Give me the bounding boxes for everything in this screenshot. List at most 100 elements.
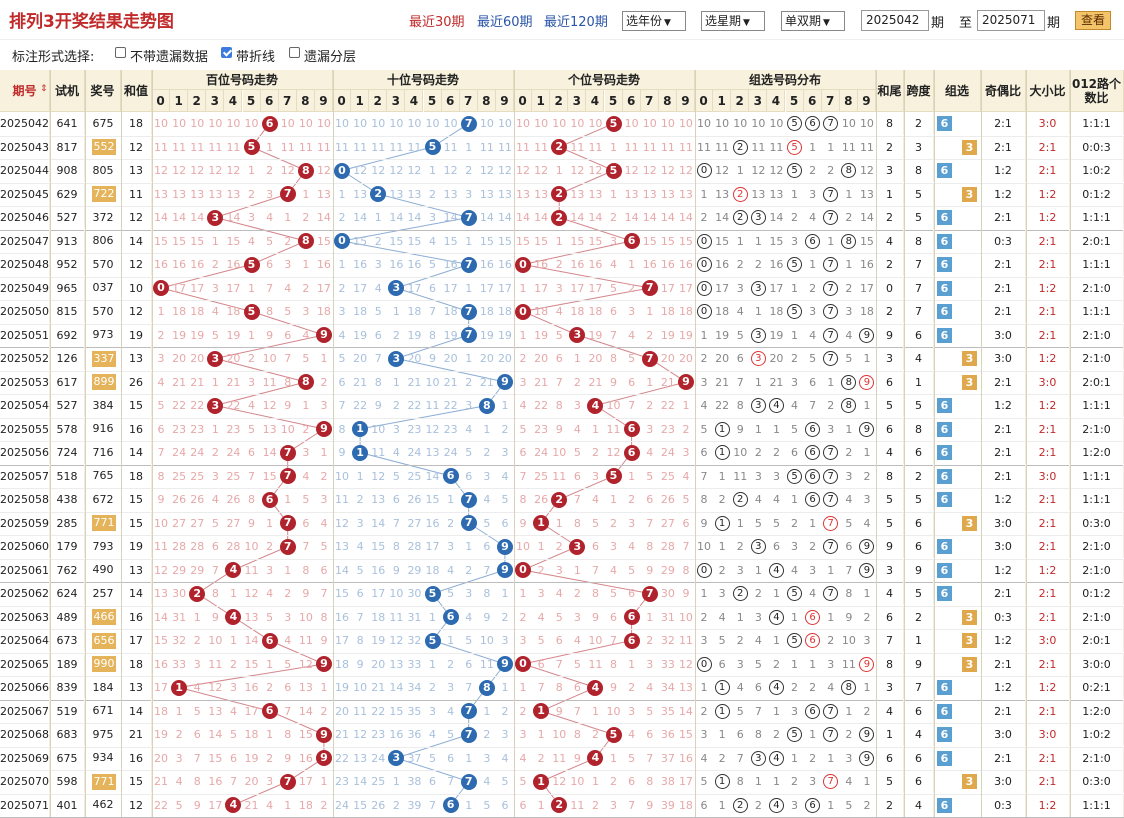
sum-cell: 12 [121, 300, 152, 323]
row-divider [0, 323, 1124, 325]
top-bar: 排列3开奖结果走势图 最近30期 最近60期 最近120期 选年份 ▼ 选星期 ▼ … [0, 0, 1124, 40]
big-small-cell: 3:0 [1026, 723, 1070, 746]
quick-link-60[interactable]: 最近60期 [477, 15, 533, 30]
sum-cell: 12 [121, 206, 152, 229]
quick-link-120[interactable]: 最近120期 [544, 15, 608, 30]
digit-ball-9: 9 [496, 374, 513, 390]
odd-even-cell: 2:1 [981, 276, 1026, 300]
span-cell: 9 [904, 558, 934, 582]
trend-table: 期号 试机 奖号 和值 百位号码走势 0 1 2 3 4 5 6 7 8 9 十位号码走势 0 1 2 3 4 5 6 7 8 9… [0, 70, 1124, 818]
col-header-issue[interactable]: 期号 [0, 70, 50, 112]
missing-count: 1 [754, 305, 762, 318]
digit-ball-7: 7 [460, 491, 477, 508]
missing-count: 13 [624, 187, 639, 201]
issue-cell: 2025067 [0, 699, 50, 723]
missing-count: 1 [809, 657, 817, 671]
query-button[interactable]: 查看 [1075, 11, 1111, 30]
missing-count: 7 [519, 469, 527, 483]
missing-count: 2 [284, 234, 292, 248]
span-cell: 5 [904, 394, 934, 417]
trial-cell: 598 [50, 770, 85, 793]
award-cell: 771 [92, 773, 116, 790]
award-cell: 672 [92, 492, 114, 506]
checkbox-missing-layer[interactable] [289, 47, 300, 58]
missing-count: 4 [429, 728, 437, 741]
big-small-cell: 2:1 [1026, 488, 1070, 511]
route-012-cell: 1:2:0 [1070, 441, 1124, 464]
missing-count: 15 [443, 234, 458, 248]
digit-header: 6 [622, 90, 641, 112]
checkbox-no-missing[interactable] [115, 47, 126, 58]
group-digit-6: 6 [805, 609, 821, 625]
missing-count: 1 [302, 187, 310, 201]
missing-count: 18 [407, 305, 422, 318]
missing-count: 20 [497, 352, 512, 365]
group-digit-8: 8 [841, 374, 857, 390]
missing-count: 12 [244, 587, 259, 600]
missing-count: 3 [284, 258, 292, 271]
missing-count: 3 [809, 775, 817, 788]
trial-cell: 518 [50, 464, 85, 488]
trial-cell: 683 [50, 723, 85, 746]
missing-count: 13 [642, 187, 657, 201]
missing-count: 4 [845, 775, 853, 788]
checkbox-polyline[interactable] [221, 47, 232, 58]
odd-even-cell: 3:0 [981, 511, 1026, 535]
digit-ball-9: 9 [677, 374, 694, 390]
missing-count: 12 [208, 681, 223, 694]
missing-count: 2 [266, 681, 274, 694]
col-header-group-type: 组选 [934, 70, 981, 112]
missing-count: 11 [208, 657, 223, 671]
missing-count: 17 [371, 587, 386, 600]
missing-count: 1 [537, 540, 545, 553]
big-small-cell: 2:1 [1026, 135, 1070, 159]
missing-count: 5 [628, 751, 636, 765]
missing-count: 4 [754, 493, 762, 506]
missing-count: 4 [772, 493, 780, 506]
missing-count: 35 [407, 704, 422, 718]
from-issue-input[interactable]: 2025042 [861, 10, 929, 31]
missing-count: 4 [302, 328, 310, 342]
quick-link-30[interactable]: 最近30期 [409, 15, 465, 30]
span-cell: 2 [904, 112, 934, 135]
missing-count: 29 [190, 563, 205, 577]
digit-header: 5 [785, 90, 804, 112]
odd-even-cell: 3:0 [981, 347, 1026, 370]
missing-count: 1 [284, 798, 292, 812]
group-digit-1: 1 [714, 421, 730, 437]
group-digit-8: 8 [841, 680, 857, 695]
to-issue-input[interactable]: 2025071 [977, 10, 1045, 31]
missing-count: 14 [298, 704, 313, 718]
group-digit-5: 5 [787, 116, 802, 131]
missing-count: 2 [302, 281, 310, 295]
missing-count: 1 [827, 234, 835, 248]
missing-count: 13 [660, 187, 675, 201]
row-divider [0, 159, 1124, 160]
group-digit-9: 9 [859, 656, 875, 672]
missing-count: 7 [320, 587, 328, 600]
week-select[interactable]: 选星期 ▼ [701, 11, 765, 31]
big-small-cell: 2:1 [1026, 323, 1070, 347]
parity-select[interactable]: 单双期 ▼ [781, 11, 845, 31]
group-digit-7: 7 [823, 351, 839, 366]
missing-count: 1 [827, 140, 835, 154]
missing-count: 9 [610, 375, 618, 389]
missing-count: 4 [483, 493, 491, 506]
year-select[interactable]: 选年份 ▼ [622, 11, 686, 31]
missing-count: 3 [700, 728, 708, 741]
missing-count: 39 [407, 798, 422, 812]
missing-count: 13 [316, 187, 331, 201]
missing-count: 23 [534, 422, 549, 436]
sort-arrow-icon[interactable]: ⇕ [40, 84, 48, 94]
missing-count: 24 [443, 446, 458, 459]
missing-count: 1 [465, 798, 473, 812]
missing-count: 3 [827, 657, 835, 671]
missing-count: 1 [700, 328, 708, 342]
missing-count: 1 [555, 164, 563, 177]
missing-count: 2 [809, 281, 817, 295]
award-cell: 570 [92, 257, 114, 271]
award-cell: 037 [92, 281, 114, 294]
sum-tail-cell: 5 [876, 511, 904, 535]
missing-count: 1 [628, 657, 636, 671]
row-divider [0, 629, 1124, 630]
